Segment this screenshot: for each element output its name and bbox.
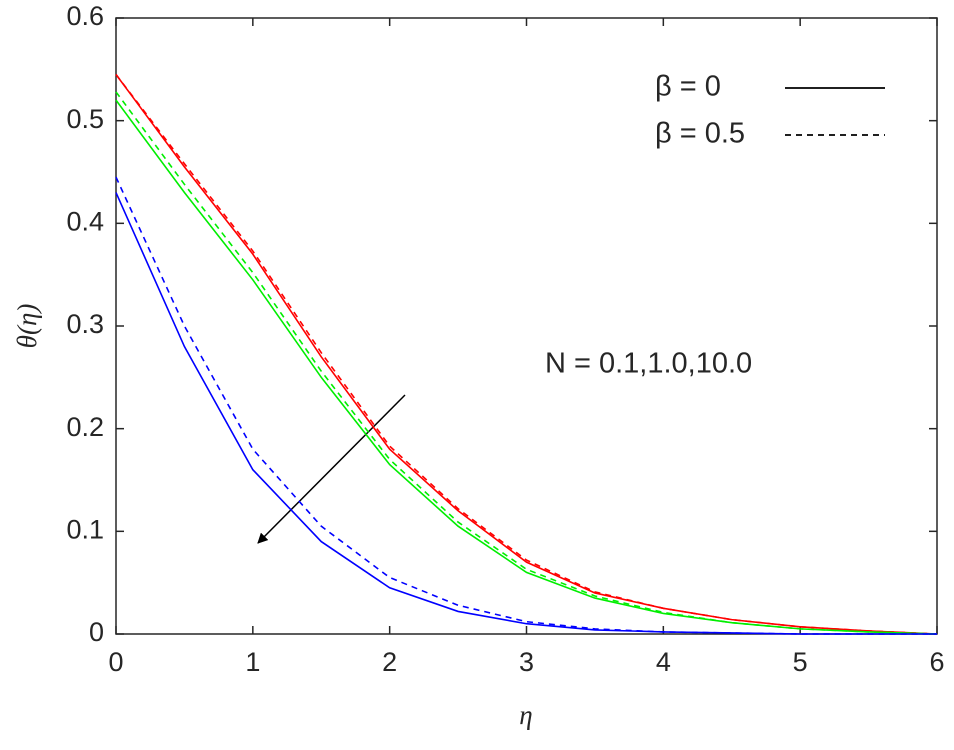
series-line — [115, 73, 938, 635]
series-line — [115, 176, 937, 635]
x-tick-label: 0 — [108, 647, 123, 677]
x-tick-label: 5 — [793, 647, 808, 677]
y-tick-label: 0.6 — [66, 1, 104, 31]
plot-frame — [115, 17, 938, 635]
x-tick-label: 3 — [519, 647, 534, 677]
y-tick-label: 0.2 — [66, 412, 104, 442]
legend-label: β = 0 — [655, 71, 721, 103]
y-tick-label: 0.5 — [66, 104, 104, 134]
annotation: N = 0.1,1.0,10.0 — [545, 348, 752, 380]
series-line — [115, 73, 938, 635]
x-tick-label: 2 — [382, 647, 397, 677]
y-axis-label: θ(η) — [12, 304, 42, 349]
y-tick-label: 0.3 — [66, 309, 104, 339]
series-line — [115, 192, 937, 635]
series-line — [115, 91, 938, 635]
series-line — [115, 99, 938, 635]
y-tick-label: 0.1 — [66, 514, 104, 544]
legend-label: β = 0.5 — [655, 118, 745, 150]
y-tick-label: 0 — [89, 617, 104, 647]
annotation-arrow — [257, 394, 406, 544]
x-axis-label: η — [519, 700, 532, 730]
x-tick-label: 4 — [656, 647, 671, 677]
x-tick-label: 6 — [929, 647, 944, 677]
y-tick-label: 0.4 — [66, 206, 104, 236]
x-tick-label: 1 — [245, 647, 260, 677]
